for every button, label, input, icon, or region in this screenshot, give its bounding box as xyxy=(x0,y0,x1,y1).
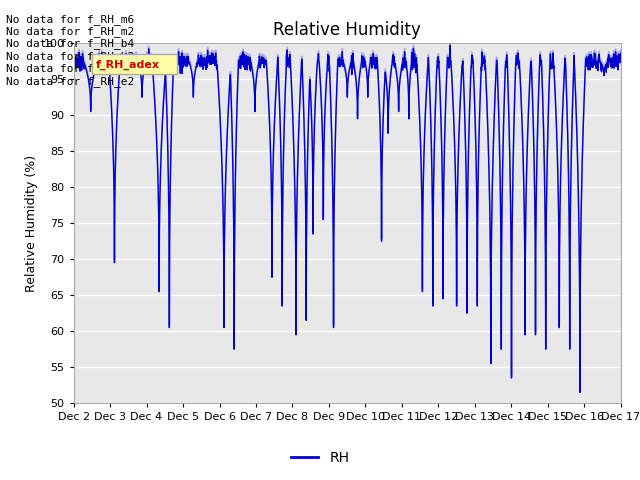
Text: No data for f_RH_e4: No data for f_RH_e4 xyxy=(6,63,134,74)
Text: No data for f_RH_m2: No data for f_RH_m2 xyxy=(6,26,134,37)
Title: Relative Humidity: Relative Humidity xyxy=(273,21,421,39)
Text: No data for f_RH_e2: No data for f_RH_e2 xyxy=(6,76,134,87)
Text: f_RH_adex: f_RH_adex xyxy=(95,60,159,71)
Y-axis label: Relative Humidity (%): Relative Humidity (%) xyxy=(25,155,38,292)
Legend: RH: RH xyxy=(285,445,355,471)
Text: No data for f_RH_b2: No data for f_RH_b2 xyxy=(6,51,134,62)
Text: No data for f_RH_m6: No data for f_RH_m6 xyxy=(6,13,134,24)
Text: No data for f_RH_b4: No data for f_RH_b4 xyxy=(6,38,134,49)
